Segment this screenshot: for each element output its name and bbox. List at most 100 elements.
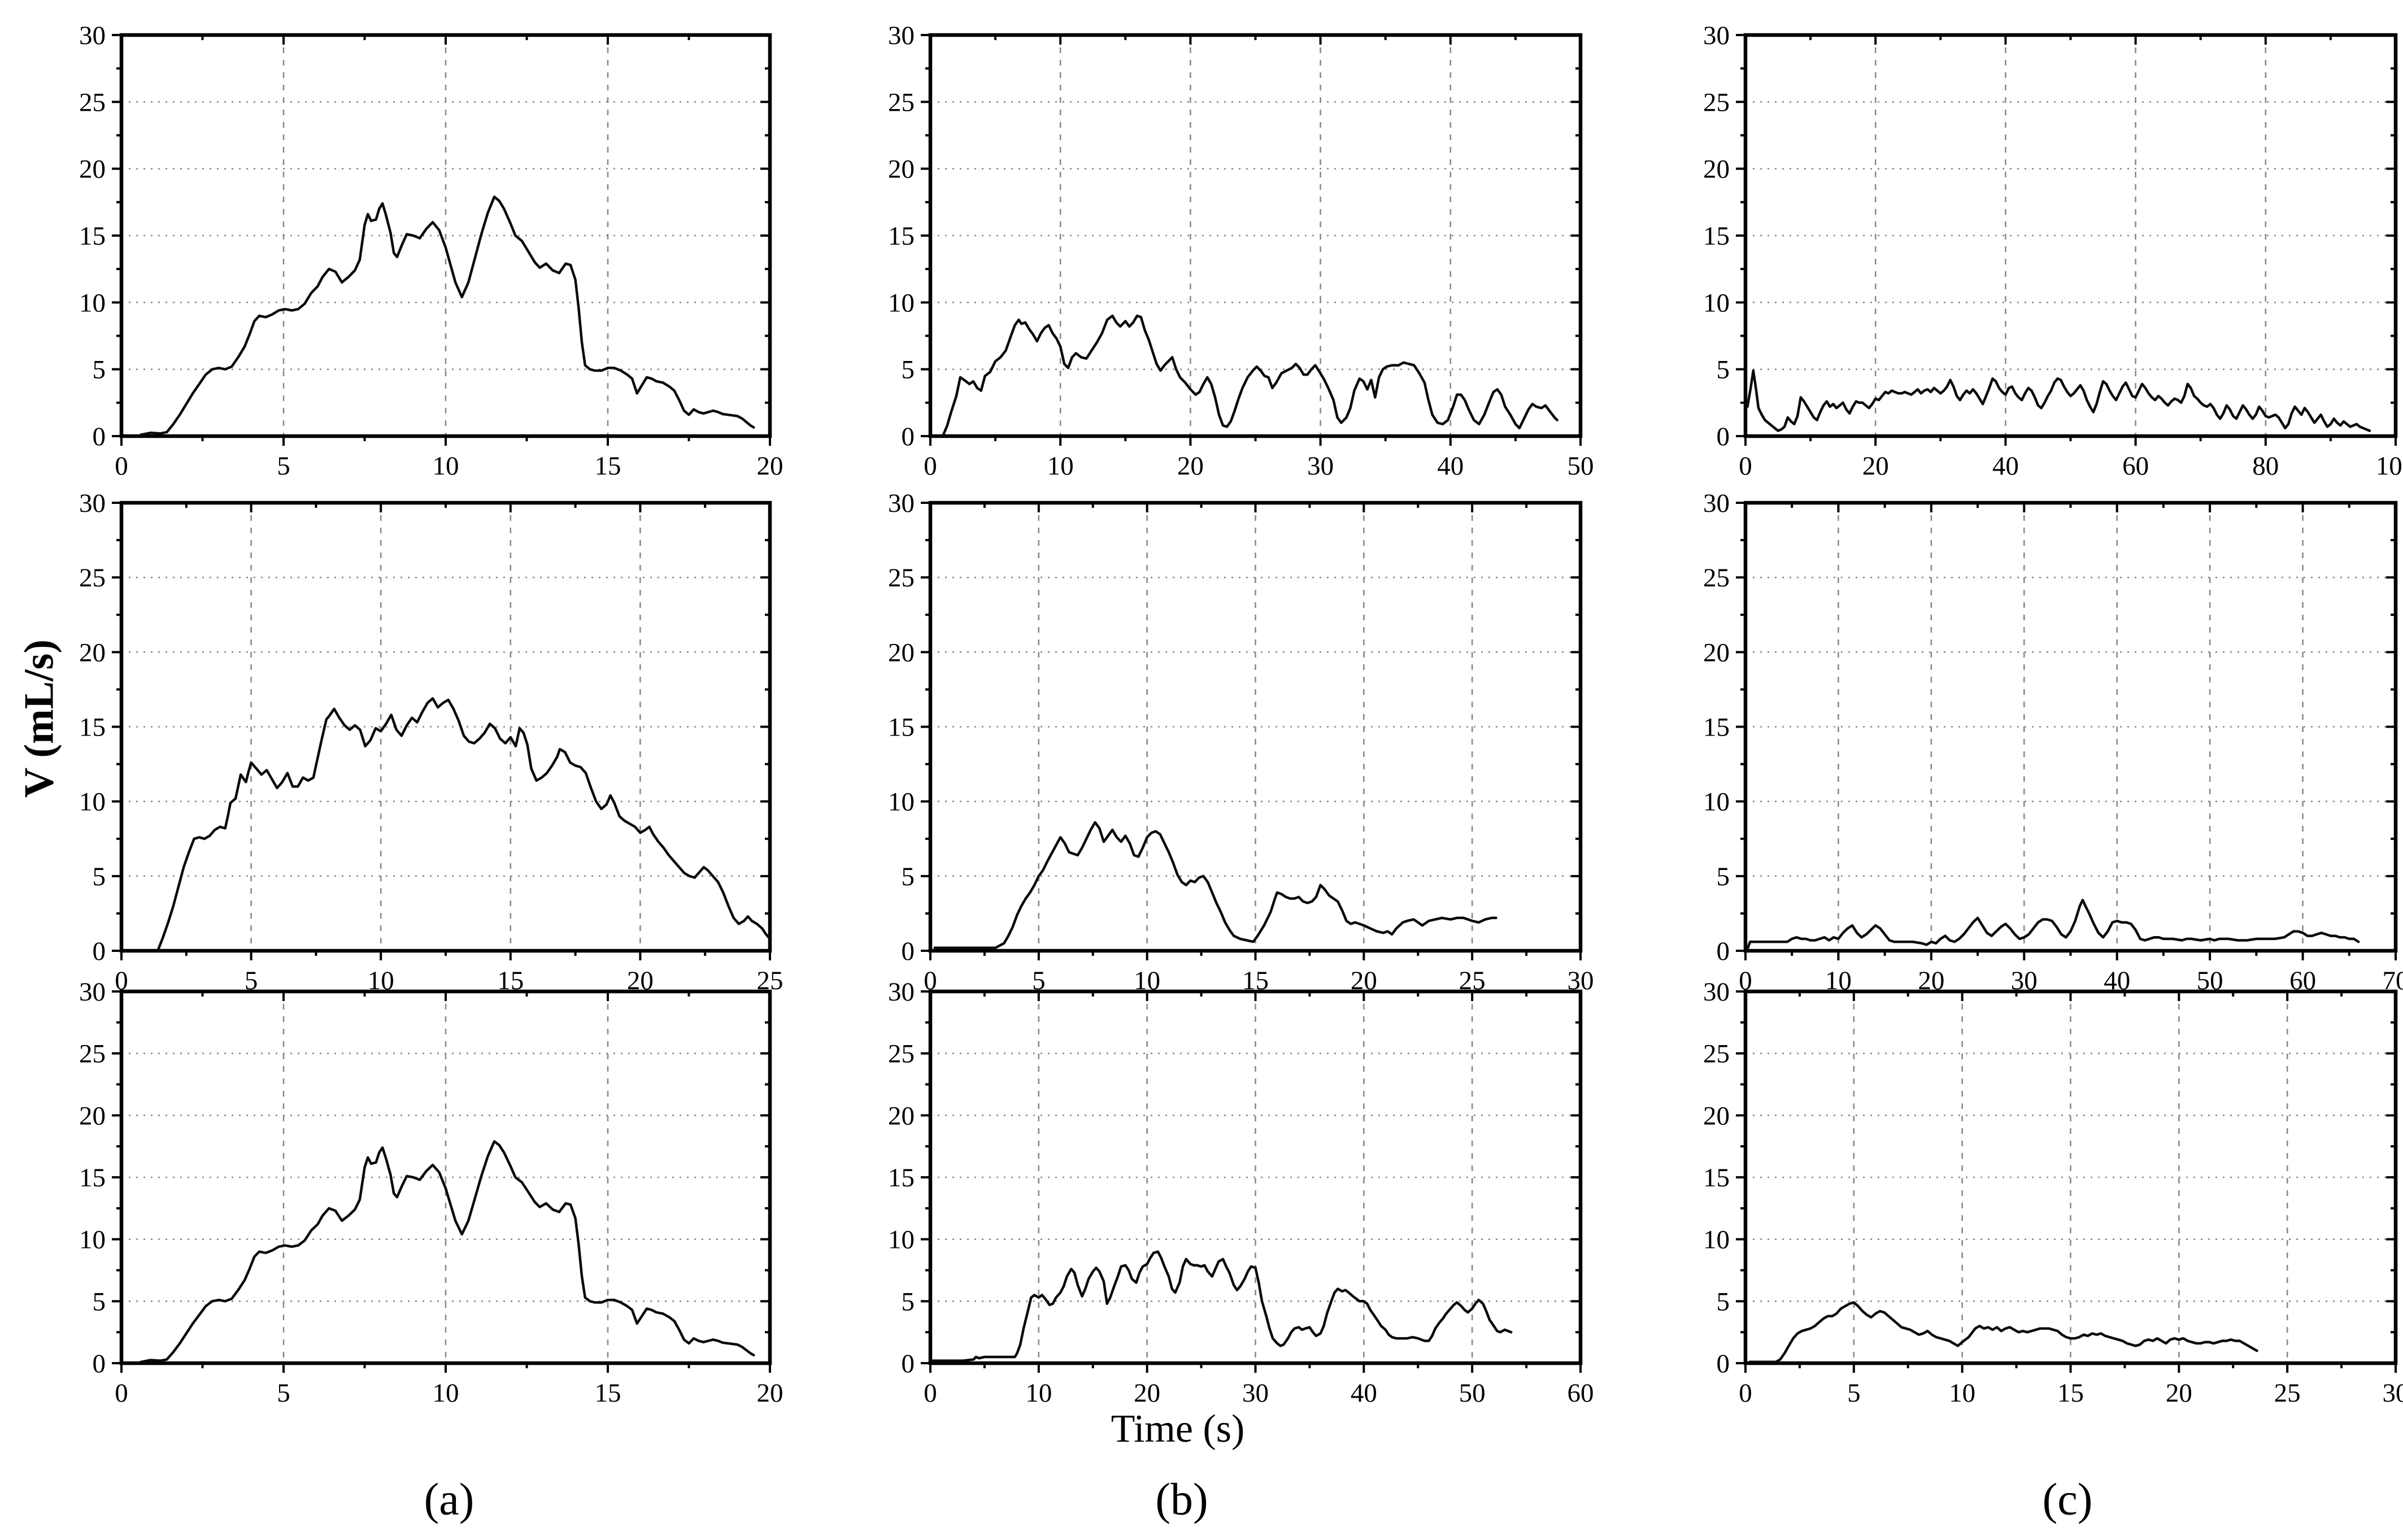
svg-text:10: 10 [1703,1225,1730,1255]
svg-text:20: 20 [757,1378,783,1408]
svg-text:30: 30 [1703,21,1730,50]
svg-text:20: 20 [1177,451,1204,481]
svg-text:10: 10 [79,788,106,817]
svg-text:25: 25 [79,563,106,593]
svg-text:0: 0 [1739,966,1752,995]
svg-text:0: 0 [115,1378,128,1408]
svg-text:5: 5 [902,1287,915,1316]
svg-text:15: 15 [888,221,915,251]
line-chart-canvas: 0 5 10 15 20 25 30 0 10 20 30 40 50 60 [888,977,1594,1408]
svg-text:5: 5 [93,355,106,385]
chart-panel-a-middle: 0 5 10 15 20 25 30 0 5 10 15 20 25 [25,475,782,1013]
svg-text:0: 0 [1717,422,1730,451]
svg-text:5: 5 [1717,355,1730,385]
svg-text:0: 0 [93,1349,106,1378]
svg-text:0: 0 [924,966,937,995]
svg-text:5: 5 [277,1378,290,1408]
svg-text:25: 25 [2274,1378,2301,1408]
svg-text:15: 15 [2057,1378,2084,1408]
svg-text:10: 10 [1025,1378,1052,1408]
svg-text:10: 10 [1703,288,1730,317]
svg-text:30: 30 [1703,977,1730,1007]
svg-text:100: 100 [2376,451,2403,481]
svg-text:10: 10 [888,288,915,317]
svg-text:15: 15 [79,1163,106,1193]
svg-text:10: 10 [888,788,915,817]
svg-text:25: 25 [888,563,915,593]
svg-text:5: 5 [1717,862,1730,891]
svg-text:5: 5 [93,1287,106,1316]
panel-label-c: (c) [2042,1474,2093,1525]
chart-panel-c-top: 0 5 10 15 20 25 30 0 20 40 60 80 100 [1649,7,2403,498]
chart-panel-a-bottom: 0 5 10 15 20 25 30 0 5 10 15 20 [25,963,782,1425]
svg-text:5: 5 [277,451,290,481]
svg-text:5: 5 [1032,966,1046,995]
svg-text:20: 20 [1862,451,1889,481]
svg-text:0: 0 [93,937,106,966]
chart-panel-a-top: 0 5 10 15 20 25 30 0 5 10 15 20 [25,7,782,498]
svg-text:80: 80 [2252,451,2279,481]
svg-text:20: 20 [888,638,915,667]
svg-text:60: 60 [1568,1378,1594,1408]
svg-text:0: 0 [1739,1378,1752,1408]
svg-text:25: 25 [1703,88,1730,117]
svg-text:5: 5 [93,862,106,891]
svg-text:0: 0 [924,1378,937,1408]
svg-text:25: 25 [79,88,106,117]
svg-text:15: 15 [1703,221,1730,251]
svg-text:20: 20 [757,451,783,481]
svg-text:5: 5 [1847,1378,1861,1408]
svg-text:30: 30 [888,489,915,518]
svg-text:20: 20 [2166,1378,2192,1408]
svg-text:10: 10 [888,1225,915,1255]
line-chart-canvas: 0 5 10 15 20 25 30 0 5 10 15 20 [79,977,783,1408]
svg-text:20: 20 [79,155,106,184]
svg-text:5: 5 [1717,1287,1730,1316]
line-chart-canvas: 0 5 10 15 20 25 30 0 10 20 30 40 50 [888,21,1593,481]
svg-text:15: 15 [888,1163,915,1193]
chart-panel-b-middle: 0 5 10 15 20 25 30 0 5 10 15 20 25 30 [834,475,1593,1013]
svg-text:5: 5 [902,862,915,891]
svg-text:60: 60 [2122,451,2149,481]
svg-text:0: 0 [93,422,106,451]
svg-text:25: 25 [888,88,915,117]
svg-text:10: 10 [1047,451,1074,481]
svg-text:20: 20 [888,155,915,184]
chart-panel-c-middle: 0 5 10 15 20 25 30 0 10 20 30 40 50 60 70 [1649,475,2403,1013]
chart-panel-b-bottom: 0 5 10 15 20 25 30 0 10 20 30 40 50 60 [834,963,1593,1425]
svg-text:20: 20 [79,638,106,667]
svg-text:25: 25 [1703,563,1730,593]
svg-text:20: 20 [1703,638,1730,667]
svg-text:25: 25 [1703,1039,1730,1069]
svg-text:5: 5 [902,355,915,385]
panel-label-b: (b) [1155,1474,1208,1525]
svg-text:30: 30 [1242,1378,1269,1408]
svg-text:15: 15 [79,713,106,742]
svg-text:0: 0 [902,422,915,451]
svg-text:30: 30 [1703,489,1730,518]
chart-panel-c-bottom: 0 5 10 15 20 25 30 0 5 10 15 20 25 30 [1649,963,2403,1425]
svg-text:30: 30 [1307,451,1334,481]
line-chart-canvas: 0 5 10 15 20 25 30 0 20 40 60 80 100 [1703,21,2403,481]
svg-text:15: 15 [888,713,915,742]
svg-text:10: 10 [79,288,106,317]
svg-text:40: 40 [1351,1378,1377,1408]
svg-text:10: 10 [79,1225,106,1255]
svg-text:10: 10 [1949,1378,1975,1408]
panel-label-a: (a) [424,1474,474,1525]
svg-text:15: 15 [1703,713,1730,742]
svg-text:0: 0 [1739,451,1752,481]
svg-text:25: 25 [888,1039,915,1069]
svg-text:30: 30 [79,489,106,518]
svg-text:25: 25 [79,1039,106,1069]
svg-text:10: 10 [1703,788,1730,817]
svg-text:15: 15 [1703,1163,1730,1193]
svg-text:10: 10 [433,1378,459,1408]
svg-text:40: 40 [1992,451,2019,481]
svg-text:10: 10 [433,451,459,481]
